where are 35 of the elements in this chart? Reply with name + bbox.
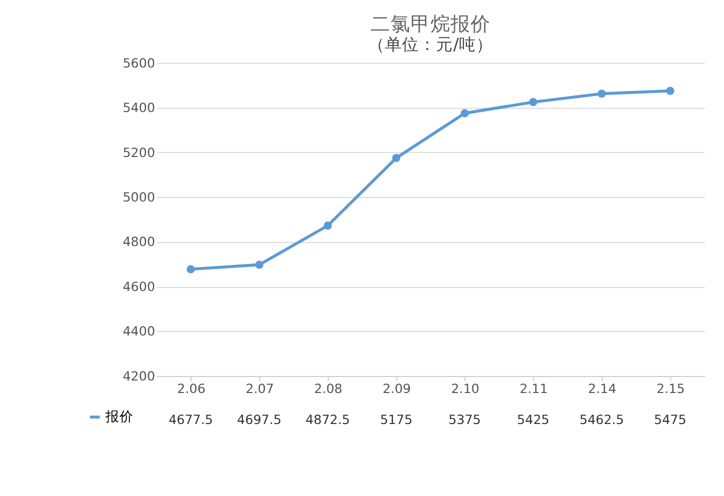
x-tick-label: 2.08 [314,381,342,396]
point [460,109,469,118]
data-label: 5175 [380,412,412,427]
point [324,222,332,230]
point [186,265,195,274]
data-label: 4697.5 [237,412,282,427]
data-label: 5425 [517,412,550,427]
y-tick-label: 5000 [122,190,156,205]
chart-title: 二氯甲烷报价 [370,12,490,36]
legend-label: 报价 [104,409,134,426]
x-tick-label: 2.09 [382,381,411,396]
data-label: 5475 [654,412,686,427]
x-tick-label: 2.14 [588,381,616,396]
x-tick-label: 2.11 [520,381,548,396]
point [529,98,538,106]
data-label: 5375 [448,412,481,427]
point [255,260,264,269]
x-tick-label: 2.07 [246,381,274,396]
y-tick-label: 5600 [122,55,156,70]
point [598,90,606,98]
data-label: 4677.5 [168,412,214,427]
y-tick-label: 4800 [122,234,156,250]
y-tick-label: 4200 [122,368,156,384]
point [666,86,674,95]
x-tick-label: 2.10 [451,381,480,396]
y-tick-label: 4400 [122,324,156,339]
chart-subtitle: （单位：元/吨） [368,35,493,54]
point [392,154,400,162]
x-tick-label: 2.15 [656,381,685,396]
data-label: 4872.5 [306,412,350,427]
x-tick-label: 2.06 [177,381,206,396]
data-label: 5462.5 [579,412,624,427]
y-tick-label: 4600 [122,278,156,294]
y-tick-label: 5200 [122,144,156,160]
y-tick-label: 5400 [122,100,156,116]
